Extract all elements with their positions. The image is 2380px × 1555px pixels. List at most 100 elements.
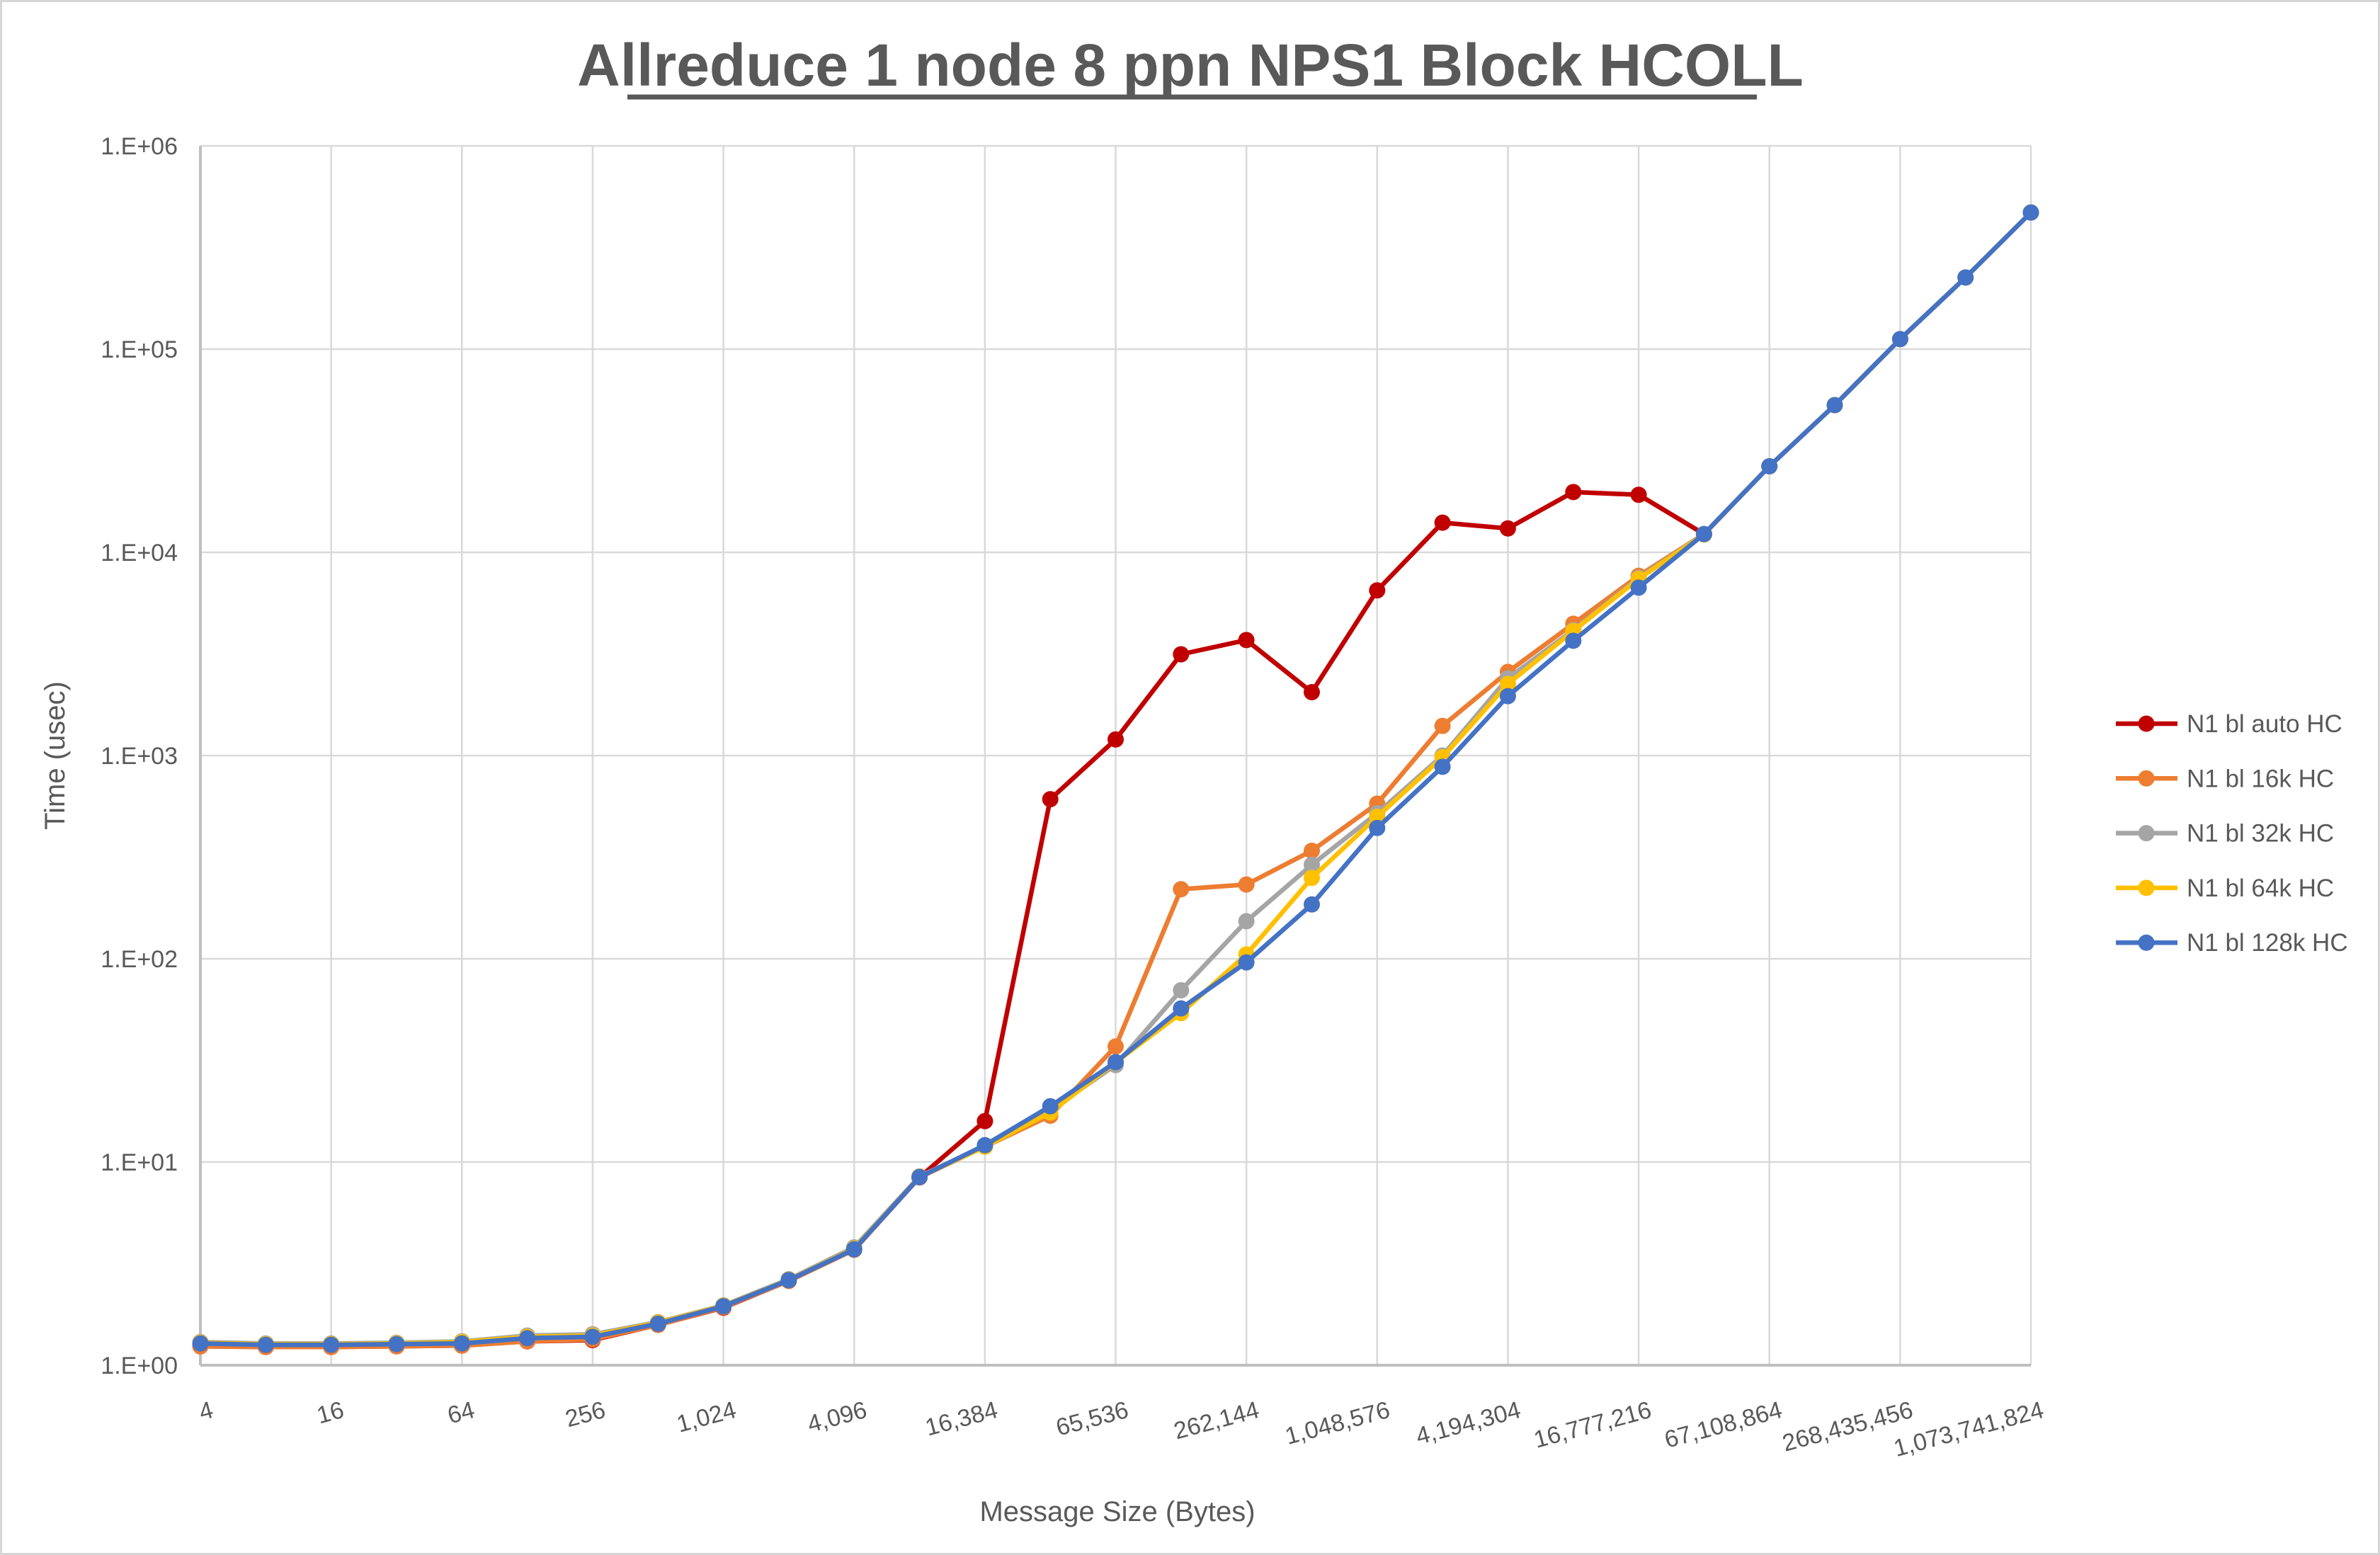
data-point xyxy=(192,1335,209,1352)
data-point xyxy=(1434,514,1451,531)
data-point xyxy=(1957,269,1974,286)
data-point xyxy=(649,1315,666,1332)
data-point xyxy=(1565,632,1582,649)
series-layer xyxy=(192,204,2039,1355)
data-point xyxy=(977,1112,993,1129)
x-tick-label: 256 xyxy=(562,1396,608,1432)
data-point xyxy=(1630,579,1647,596)
data-point xyxy=(1891,331,1908,348)
y-tick-label: 1.E+01 xyxy=(101,1149,178,1176)
legend-marker xyxy=(2138,770,2155,787)
legend: N1 bl auto HC N1 bl 16k HC N1 bl 32k HC N1 … xyxy=(2116,710,2348,957)
data-point xyxy=(1173,982,1190,998)
legend-marker xyxy=(2138,825,2155,842)
legend-label: N1 bl 128k HC xyxy=(2187,929,2348,957)
data-point xyxy=(1238,954,1255,971)
legend-item-n1-bl-32k-hc: N1 bl 32k HC xyxy=(2116,820,2334,848)
data-point xyxy=(257,1336,274,1353)
legend-label: N1 bl auto HC xyxy=(2187,710,2342,738)
series-n1-bl-128k-hc xyxy=(192,204,2039,1353)
data-point xyxy=(1304,684,1320,700)
legend-marker xyxy=(2138,715,2155,732)
x-tick-label: 4 xyxy=(196,1396,216,1426)
data-point xyxy=(323,1336,340,1353)
data-point xyxy=(2022,204,2039,221)
legend-label: N1 bl 32k HC xyxy=(2187,820,2334,848)
y-axis-tick-labels: 1.E+00 1.E+01 1.E+02 1.E+03 1.E+04 1.E+05 1.E+… xyxy=(101,133,178,1379)
series-n1-bl-auto-hc xyxy=(192,484,1712,1355)
data-point xyxy=(1695,525,1712,542)
y-tick-label: 1.E+02 xyxy=(101,946,178,973)
data-point xyxy=(584,1328,601,1345)
y-tick-label: 1.E+00 xyxy=(101,1352,178,1379)
y-tick-label: 1.E+04 xyxy=(101,540,178,566)
legend-item-n1-bl-64k-hc: N1 bl 64k HC xyxy=(2116,875,2334,902)
data-point xyxy=(519,1330,536,1347)
x-tick-label: 65,536 xyxy=(1053,1396,1131,1442)
data-point xyxy=(1304,870,1320,887)
x-tick-label: 4,194,304 xyxy=(1413,1396,1524,1450)
data-point xyxy=(453,1335,470,1352)
x-tick-label: 4,096 xyxy=(804,1396,870,1438)
legend-marker xyxy=(2138,879,2155,896)
y-axis-title: Time (usec) xyxy=(40,681,71,830)
data-point xyxy=(1369,819,1386,836)
y-tick-label: 1.E+06 xyxy=(101,133,178,160)
x-tick-label: 1,048,576 xyxy=(1282,1396,1393,1450)
x-tick-label: 1,073,741,824 xyxy=(1891,1396,2046,1462)
legend-item-n1-bl-16k-hc: N1 bl 16k HC xyxy=(2116,765,2334,792)
data-point xyxy=(1369,582,1386,599)
data-point xyxy=(1173,646,1190,663)
x-axis-title: Message Size (Bytes) xyxy=(979,1496,1255,1527)
data-point xyxy=(1434,717,1451,734)
x-axis-tick-labels: 4 16 64 256 1,024 4,096 16,384 65,536 262,144 1,0… xyxy=(196,1396,2046,1462)
data-point xyxy=(1761,458,1778,474)
data-point xyxy=(1499,688,1516,705)
data-point xyxy=(845,1241,862,1258)
data-point xyxy=(1826,397,1843,414)
axes xyxy=(199,146,2031,1367)
x-tick-label: 67,108,864 xyxy=(1662,1396,1785,1454)
data-point xyxy=(1108,1038,1124,1055)
data-point xyxy=(1238,876,1255,893)
x-tick-label: 16,384 xyxy=(923,1396,1001,1442)
data-point xyxy=(1369,808,1386,825)
series-line xyxy=(198,489,1707,1350)
data-point xyxy=(1108,1054,1124,1071)
x-tick-label: 16,777,216 xyxy=(1531,1396,1654,1454)
legend-marker xyxy=(2138,934,2155,951)
data-point xyxy=(977,1137,993,1154)
data-point xyxy=(1042,791,1059,808)
y-tick-label: 1.E+03 xyxy=(101,743,178,770)
y-tick-label: 1.E+05 xyxy=(101,336,178,363)
data-point xyxy=(1565,484,1582,501)
data-point xyxy=(1304,856,1320,873)
x-tick-label: 1,024 xyxy=(674,1396,739,1438)
data-point xyxy=(1238,913,1255,930)
data-point xyxy=(1238,632,1255,649)
legend-item-n1-bl-auto-hc: N1 bl auto HC xyxy=(2116,710,2342,738)
legend-label: N1 bl 16k HC xyxy=(2187,765,2334,792)
gridlines xyxy=(200,144,2032,1365)
chart-title: Allreduce 1 node 8 ppn NPS1 Block HCOLL xyxy=(577,32,1804,98)
data-point xyxy=(911,1168,928,1185)
legend-item-n1-bl-128k-hc: N1 bl 128k HC xyxy=(2116,929,2348,957)
data-point xyxy=(1630,486,1647,503)
data-point xyxy=(1173,881,1190,898)
data-point xyxy=(1042,1098,1059,1115)
data-point xyxy=(1304,896,1320,913)
x-tick-label: 64 xyxy=(445,1396,477,1429)
data-point xyxy=(1434,758,1451,775)
data-point xyxy=(1173,1000,1190,1017)
data-point xyxy=(780,1272,797,1289)
data-point xyxy=(388,1335,405,1352)
x-tick-label: 16 xyxy=(314,1396,346,1429)
data-point xyxy=(1108,731,1124,748)
legend-label: N1 bl 64k HC xyxy=(2187,875,2334,902)
data-point xyxy=(1499,676,1516,693)
data-point xyxy=(1499,520,1516,537)
data-point xyxy=(1304,843,1320,859)
x-tick-label: 262,144 xyxy=(1171,1396,1263,1445)
